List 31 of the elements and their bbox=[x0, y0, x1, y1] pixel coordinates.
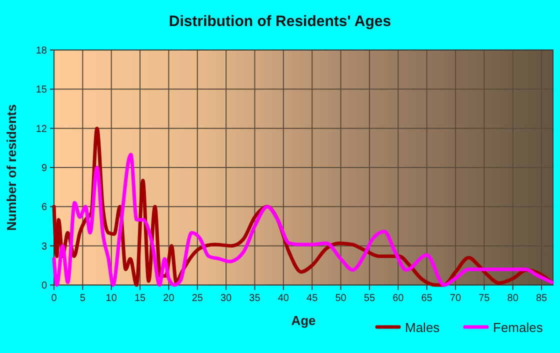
legend-label: Males bbox=[405, 320, 440, 335]
x-tick-label: 5 bbox=[80, 293, 86, 304]
x-tick-label: 25 bbox=[192, 293, 204, 304]
x-tick-label: 15 bbox=[134, 293, 146, 304]
line-series bbox=[52, 152, 554, 287]
x-axis-title: Age bbox=[291, 313, 316, 328]
x-tick-label: 10 bbox=[106, 293, 118, 304]
legend-label: Females bbox=[493, 320, 544, 335]
x-tick-label: 75 bbox=[478, 293, 490, 304]
x-tick-label: 45 bbox=[306, 293, 318, 304]
y-tick-label: 12 bbox=[36, 124, 48, 135]
x-tick-label: 65 bbox=[421, 293, 433, 304]
y-tick-label: 6 bbox=[41, 202, 48, 214]
x-tick-label: 70 bbox=[450, 293, 462, 304]
x-tick-label: 20 bbox=[163, 293, 175, 304]
x-tick-label: 80 bbox=[507, 293, 519, 304]
x-tick-label: 30 bbox=[220, 293, 232, 304]
chart-title: Distribution of Residents' Ages bbox=[168, 13, 392, 30]
y-tick-label: 9 bbox=[41, 163, 48, 174]
x-tick-label: 85 bbox=[536, 293, 548, 304]
x-tick-label: 50 bbox=[335, 293, 347, 304]
y-axis-title: Number of residents bbox=[4, 104, 19, 231]
x-tick-label: 55 bbox=[364, 293, 376, 304]
x-tick-label: 0 bbox=[51, 293, 58, 304]
x-tick-label: 40 bbox=[278, 293, 290, 304]
x-tick-label: 60 bbox=[392, 293, 404, 304]
y-tick-label: 18 bbox=[36, 46, 48, 56]
y-tick-label: 15 bbox=[36, 84, 48, 96]
y-tick-label: 3 bbox=[41, 241, 48, 252]
y-tick-label: 0 bbox=[41, 280, 48, 292]
x-tick-label: 35 bbox=[249, 293, 261, 304]
